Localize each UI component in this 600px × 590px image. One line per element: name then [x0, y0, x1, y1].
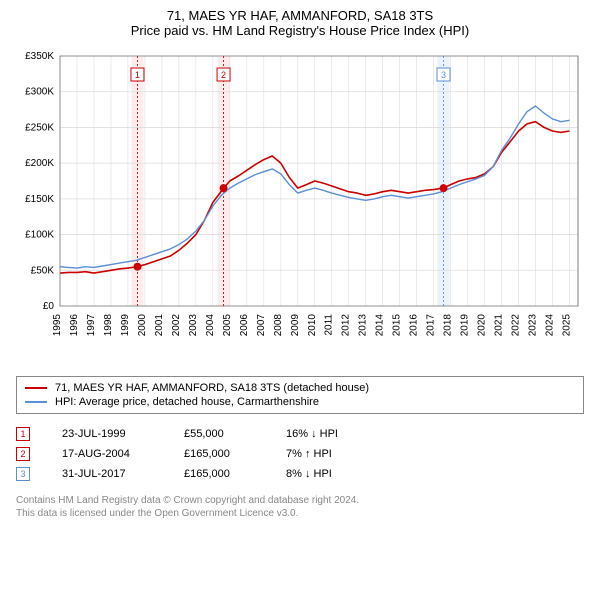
legend-item: HPI: Average price, detached house, Carm…	[25, 395, 575, 409]
svg-text:2: 2	[221, 70, 226, 80]
transactions-table: 1 23-JUL-1999 £55,000 16% ↓ HPI 2 17-AUG-2004…	[16, 424, 584, 484]
svg-text:£200K: £200K	[25, 158, 54, 169]
transaction-marker: 3	[16, 467, 30, 481]
svg-text:1: 1	[135, 70, 140, 80]
svg-text:3: 3	[441, 70, 446, 80]
svg-text:2023: 2023	[528, 314, 539, 337]
svg-text:2000: 2000	[137, 314, 148, 337]
transaction-price: £55,000	[184, 428, 254, 440]
svg-text:1998: 1998	[103, 314, 114, 337]
footer-line1: Contains HM Land Registry data © Crown c…	[16, 494, 584, 507]
chart-area: £0 £50K £100K £150K £200K £250K £300K £350K 1995…	[12, 46, 588, 366]
svg-text:£0: £0	[43, 301, 55, 312]
svg-text:2019: 2019	[460, 314, 471, 337]
legend-label: HPI: Average price, detached house, Carm…	[55, 396, 319, 408]
transaction-marker: 2	[16, 447, 30, 461]
footer-line2: This data is licensed under the Open Gov…	[16, 507, 584, 520]
svg-text:2021: 2021	[494, 314, 505, 337]
transaction-price: £165,000	[184, 448, 254, 460]
svg-text:1996: 1996	[69, 314, 80, 337]
svg-text:2012: 2012	[341, 314, 352, 337]
title-address: 71, MAES YR HAF, AMMANFORD, SA18 3TS	[12, 8, 588, 23]
svg-text:2014: 2014	[375, 314, 386, 337]
svg-text:£50K: £50K	[31, 265, 55, 276]
svg-text:£250K: £250K	[25, 122, 54, 133]
legend-label: 71, MAES YR HAF, AMMANFORD, SA18 3TS (de…	[55, 382, 369, 394]
svg-text:£350K: £350K	[25, 51, 54, 62]
svg-text:£100K: £100K	[25, 230, 54, 241]
transaction-date: 23-JUL-1999	[62, 428, 152, 440]
svg-text:2013: 2013	[358, 314, 369, 337]
svg-text:2025: 2025	[562, 314, 573, 337]
svg-text:2010: 2010	[307, 314, 318, 337]
transaction-marker: 1	[16, 427, 30, 441]
svg-text:2007: 2007	[256, 314, 267, 337]
footer-attribution: Contains HM Land Registry data © Crown c…	[16, 494, 584, 520]
legend-box: 71, MAES YR HAF, AMMANFORD, SA18 3TS (de…	[16, 376, 584, 414]
chart-container: 71, MAES YR HAF, AMMANFORD, SA18 3TS Pri…	[0, 0, 600, 530]
svg-text:2015: 2015	[392, 314, 403, 337]
svg-text:2006: 2006	[239, 314, 250, 337]
svg-text:2024: 2024	[545, 314, 556, 337]
svg-text:2018: 2018	[443, 314, 454, 337]
svg-text:2009: 2009	[290, 314, 301, 337]
svg-text:2016: 2016	[409, 314, 420, 337]
transaction-date: 17-AUG-2004	[62, 448, 152, 460]
svg-text:2002: 2002	[171, 314, 182, 337]
transaction-hpi: 8% ↓ HPI	[286, 468, 376, 480]
legend-swatch	[25, 387, 47, 389]
svg-text:2001: 2001	[154, 314, 165, 337]
svg-text:2020: 2020	[477, 314, 488, 337]
svg-text:2008: 2008	[273, 314, 284, 337]
transaction-hpi: 16% ↓ HPI	[286, 428, 376, 440]
transaction-row: 3 31-JUL-2017 £165,000 8% ↓ HPI	[16, 464, 584, 484]
title-subtitle: Price paid vs. HM Land Registry's House …	[12, 23, 588, 38]
transaction-date: 31-JUL-2017	[62, 468, 152, 480]
svg-text:1999: 1999	[120, 314, 131, 337]
transaction-row: 1 23-JUL-1999 £55,000 16% ↓ HPI	[16, 424, 584, 444]
transaction-hpi: 7% ↑ HPI	[286, 448, 376, 460]
svg-text:1995: 1995	[52, 314, 63, 337]
svg-text:2011: 2011	[324, 314, 335, 336]
svg-text:£300K: £300K	[25, 87, 54, 98]
svg-text:2022: 2022	[511, 314, 522, 337]
legend-item: 71, MAES YR HAF, AMMANFORD, SA18 3TS (de…	[25, 381, 575, 395]
svg-text:£150K: £150K	[25, 194, 54, 205]
title-block: 71, MAES YR HAF, AMMANFORD, SA18 3TS Pri…	[12, 8, 588, 38]
svg-text:1997: 1997	[86, 314, 97, 337]
line-chart-svg: £0 £50K £100K £150K £200K £250K £300K £350K 1995…	[12, 46, 588, 366]
svg-text:2004: 2004	[205, 314, 216, 337]
svg-text:2005: 2005	[222, 314, 233, 337]
transaction-price: £165,000	[184, 468, 254, 480]
svg-text:2003: 2003	[188, 314, 199, 337]
legend-swatch	[25, 401, 47, 403]
svg-text:2017: 2017	[426, 314, 437, 337]
transaction-row: 2 17-AUG-2004 £165,000 7% ↑ HPI	[16, 444, 584, 464]
